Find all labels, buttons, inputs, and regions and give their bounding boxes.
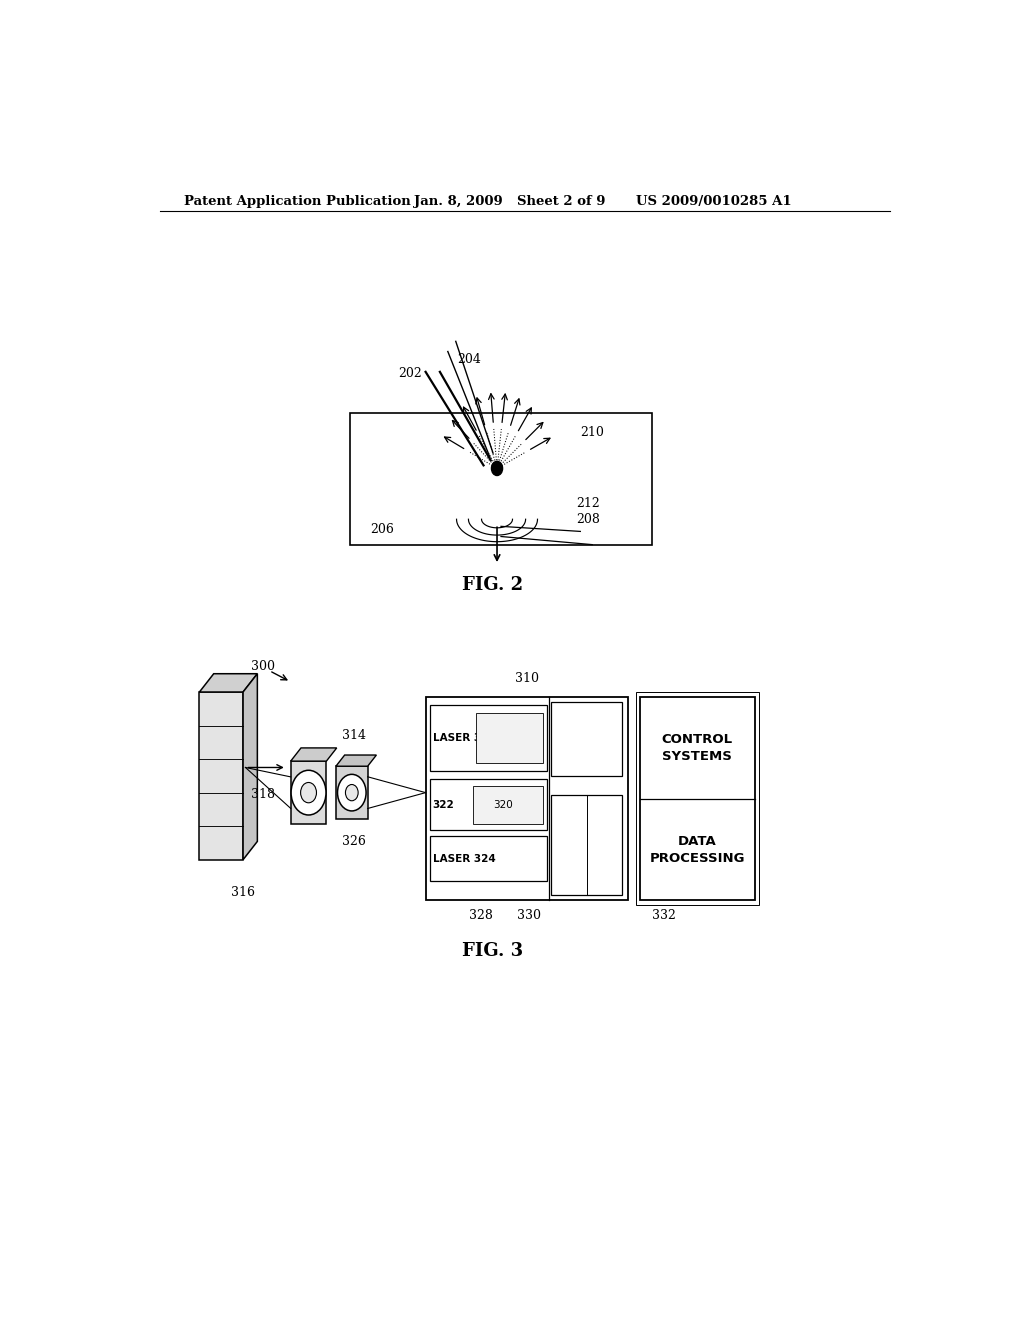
Circle shape — [338, 775, 367, 810]
Bar — [291, 762, 327, 824]
Polygon shape — [243, 673, 257, 859]
Text: 210: 210 — [581, 426, 604, 440]
Circle shape — [492, 461, 503, 475]
Text: 300: 300 — [251, 660, 275, 673]
Bar — [475, 713, 543, 763]
Text: 322: 322 — [433, 800, 455, 810]
Text: FIG. 3: FIG. 3 — [463, 942, 523, 960]
Text: Jan. 8, 2009: Jan. 8, 2009 — [414, 194, 503, 207]
Text: 316: 316 — [231, 886, 255, 899]
Text: DATA
PROCESSING: DATA PROCESSING — [649, 834, 745, 865]
Bar — [200, 692, 243, 859]
Polygon shape — [336, 755, 377, 766]
Polygon shape — [200, 673, 257, 692]
Polygon shape — [291, 748, 337, 762]
Text: Patent Application Publication: Patent Application Publication — [183, 194, 411, 207]
Text: 208: 208 — [577, 512, 600, 525]
Bar — [551, 702, 623, 776]
Text: CONTROL
SYSTEMS: CONTROL SYSTEMS — [662, 733, 733, 763]
Text: 332: 332 — [652, 909, 676, 923]
Text: 212: 212 — [577, 498, 600, 511]
Text: 330: 330 — [517, 909, 541, 923]
Circle shape — [345, 784, 358, 801]
Text: 206: 206 — [370, 523, 394, 536]
Text: 318: 318 — [251, 788, 275, 801]
Bar — [350, 413, 652, 545]
Bar — [473, 785, 543, 824]
Text: 204: 204 — [458, 354, 481, 366]
Bar — [636, 692, 759, 906]
Text: 320: 320 — [493, 800, 512, 810]
Bar — [336, 766, 368, 818]
Bar — [640, 697, 755, 900]
Bar — [430, 837, 547, 880]
Circle shape — [291, 771, 326, 814]
Text: 314: 314 — [342, 729, 367, 742]
Text: 326: 326 — [342, 836, 367, 847]
Text: US 2009/0010285 A1: US 2009/0010285 A1 — [636, 194, 792, 207]
Text: Sheet 2 of 9: Sheet 2 of 9 — [517, 194, 605, 207]
Bar — [430, 705, 547, 771]
Text: FIG. 2: FIG. 2 — [463, 577, 523, 594]
Bar — [426, 697, 628, 900]
Text: 310: 310 — [515, 672, 539, 685]
Circle shape — [301, 783, 316, 803]
Bar — [551, 795, 623, 895]
Bar — [430, 779, 547, 830]
Text: 328: 328 — [469, 909, 494, 923]
Text: LASER 324: LASER 324 — [433, 854, 496, 863]
Text: LASER 312: LASER 312 — [433, 733, 496, 743]
Text: 202: 202 — [397, 367, 422, 380]
